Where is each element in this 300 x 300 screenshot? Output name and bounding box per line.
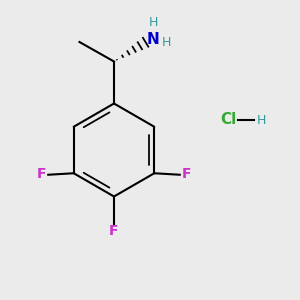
- Text: H: H: [148, 16, 158, 29]
- Text: H: H: [256, 113, 266, 127]
- Text: N: N: [147, 32, 159, 46]
- Text: F: F: [182, 167, 191, 181]
- Text: F: F: [37, 167, 46, 181]
- Text: Cl: Cl: [220, 112, 236, 128]
- Text: H: H: [162, 35, 171, 49]
- Text: F: F: [109, 224, 119, 238]
